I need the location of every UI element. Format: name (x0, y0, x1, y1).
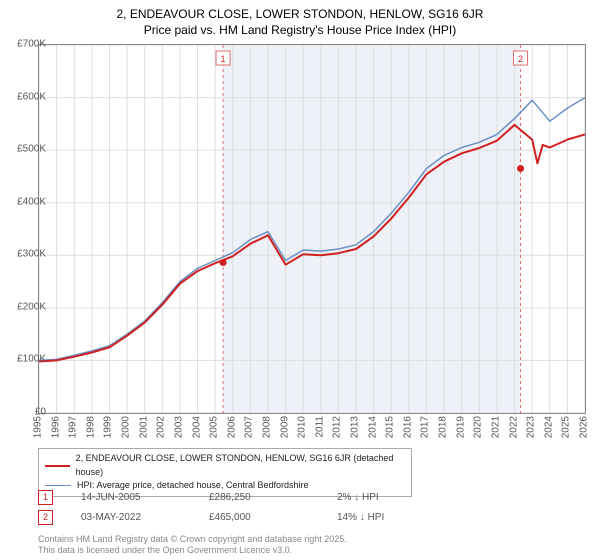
x-tick-label: 2007 (244, 416, 255, 438)
title-block: 2, ENDEAVOUR CLOSE, LOWER STONDON, HENLO… (0, 0, 600, 38)
x-tick-label: 2014 (367, 416, 378, 438)
title-line-1: 2, ENDEAVOUR CLOSE, LOWER STONDON, HENLO… (0, 6, 600, 22)
title-line-2: Price paid vs. HM Land Registry's House … (0, 22, 600, 38)
sale-date: 03-MAY-2022 (81, 512, 181, 523)
x-tick-label: 1996 (50, 416, 61, 438)
x-tick-label: 2026 (579, 416, 590, 438)
x-tick-label: 2012 (332, 416, 343, 438)
x-tick-label: 2022 (508, 416, 519, 438)
y-tick-label: £600K (2, 91, 46, 102)
x-tick-label: 2017 (420, 416, 431, 438)
x-tick-label: 2010 (297, 416, 308, 438)
x-tick-label: 2021 (490, 416, 501, 438)
x-tick-label: 2023 (526, 416, 537, 438)
x-tick-label: 2018 (438, 416, 449, 438)
svg-text:2: 2 (518, 54, 523, 64)
chart-plot-area: 12 (38, 44, 586, 414)
x-tick-label: 1995 (33, 416, 44, 438)
x-tick-label: 2001 (138, 416, 149, 438)
x-tick-label: 2025 (561, 416, 572, 438)
x-tick-label: 1997 (68, 416, 79, 438)
sale-marker-badge: 1 (38, 490, 53, 505)
sale-delta: 14% ↓ HPI (337, 512, 437, 523)
y-tick-label: £500K (2, 144, 46, 155)
x-tick-label: 2015 (385, 416, 396, 438)
y-tick-label: £300K (2, 249, 46, 260)
footer-line-2: This data is licensed under the Open Gov… (38, 545, 347, 556)
x-tick-label: 2024 (543, 416, 554, 438)
x-tick-label: 2011 (314, 416, 325, 438)
footer-attribution: Contains HM Land Registry data © Crown c… (38, 534, 347, 557)
y-tick-label: £100K (2, 354, 46, 365)
sale-delta: 2% ↓ HPI (337, 492, 437, 503)
sale-marker-badge: 2 (38, 510, 53, 525)
x-tick-label: 1998 (85, 416, 96, 438)
x-tick-label: 1999 (103, 416, 114, 438)
x-tick-label: 2003 (173, 416, 184, 438)
y-tick-label: £200K (2, 301, 46, 312)
sale-date: 14-JUN-2005 (81, 492, 181, 503)
x-tick-label: 2000 (121, 416, 132, 438)
chart-svg: 12 (39, 45, 585, 413)
chart-container: 2, ENDEAVOUR CLOSE, LOWER STONDON, HENLO… (0, 0, 600, 560)
x-tick-label: 2019 (455, 416, 466, 438)
y-tick-label: £400K (2, 196, 46, 207)
y-tick-label: £700K (2, 39, 46, 50)
x-tick-label: 2005 (209, 416, 220, 438)
legend-swatch-hpi (45, 485, 71, 486)
sale-price: £286,250 (209, 492, 309, 503)
sale-price: £465,000 (209, 512, 309, 523)
x-tick-label: 2002 (156, 416, 167, 438)
x-tick-label: 2016 (402, 416, 413, 438)
x-tick-label: 2013 (350, 416, 361, 438)
legend-label: 2, ENDEAVOUR CLOSE, LOWER STONDON, HENLO… (76, 452, 405, 479)
x-tick-label: 2004 (191, 416, 202, 438)
footer-line-1: Contains HM Land Registry data © Crown c… (38, 534, 347, 545)
sale-marker-row-1: 1 14-JUN-2005 £286,250 2% ↓ HPI (38, 490, 437, 505)
legend-swatch-price-paid (45, 465, 70, 467)
svg-text:1: 1 (221, 54, 226, 64)
x-tick-label: 2006 (226, 416, 237, 438)
legend-item-price-paid: 2, ENDEAVOUR CLOSE, LOWER STONDON, HENLO… (45, 452, 405, 479)
x-tick-label: 2008 (261, 416, 272, 438)
x-tick-label: 2009 (279, 416, 290, 438)
x-tick-label: 2020 (473, 416, 484, 438)
sale-marker-row-2: 2 03-MAY-2022 £465,000 14% ↓ HPI (38, 510, 437, 525)
